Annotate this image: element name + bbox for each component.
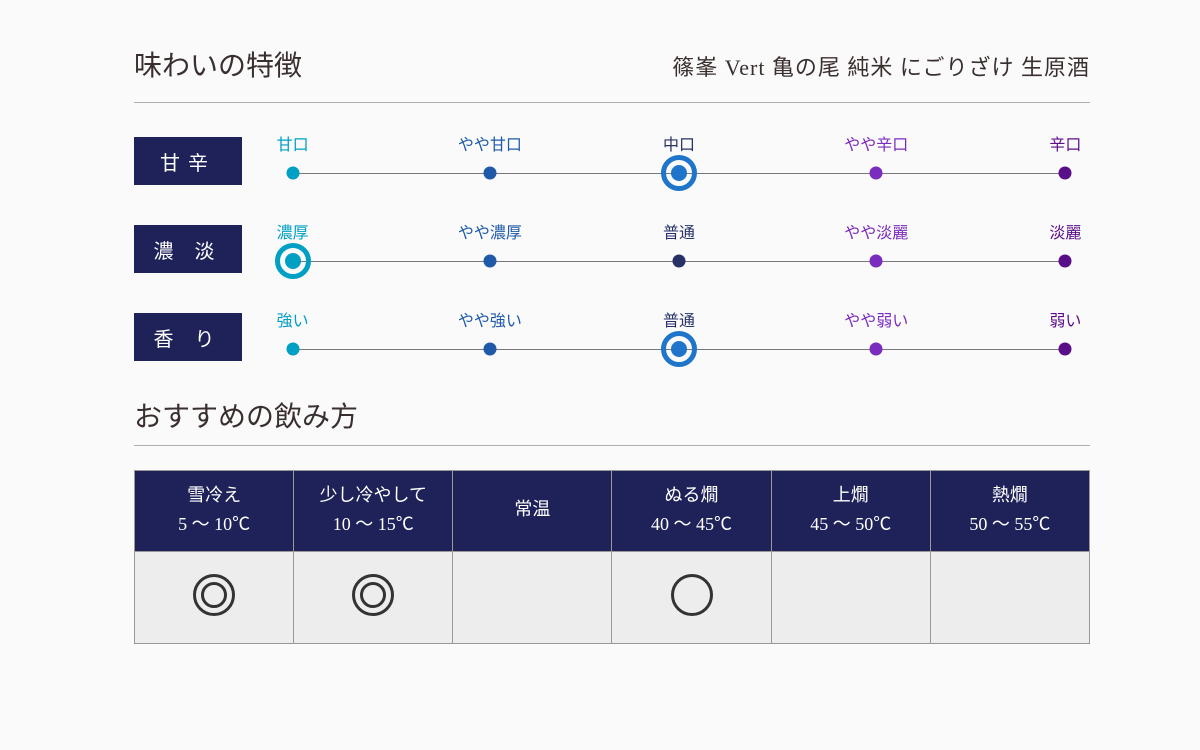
scale-point-label: やや淡麗 — [821, 219, 931, 243]
scale-point: 中口 — [624, 131, 734, 155]
scale-point: やや濃厚 — [435, 219, 545, 243]
page-title: 味わいの特徴 — [134, 44, 302, 84]
serving-mark-cell — [135, 551, 294, 643]
scale-point-label: やや甘口 — [435, 131, 545, 155]
scale-dot-icon — [870, 343, 883, 356]
scale-point-label: 弱い — [1010, 307, 1120, 331]
scale-point-label: 普通 — [624, 307, 734, 331]
serving-header-cell: ぬる燗40 ～ 45℃ — [612, 471, 771, 552]
scale-label: 甘辛 — [134, 137, 242, 185]
scale-point: 普通 — [624, 307, 734, 331]
scale-label: 香 り — [134, 313, 242, 361]
scale-dot-icon — [1059, 343, 1072, 356]
scale-dot-icon — [870, 255, 883, 268]
serving-table: 雪冷え5 ～ 10℃少し冷やして10 ～ 15℃常温ぬる燗40 ～ 45℃上燗4… — [134, 470, 1090, 644]
scale-dot-icon — [286, 167, 299, 180]
scale-area: 濃厚やや濃厚普通やや淡麗淡麗 — [268, 219, 1090, 279]
scale-point-label: やや濃厚 — [435, 219, 545, 243]
serving-name: 常温 — [457, 495, 607, 524]
scale-point-label: 中口 — [624, 131, 734, 155]
serving-mark-cell — [771, 551, 930, 643]
scale-point: やや弱い — [821, 307, 931, 331]
scale-point: 普通 — [624, 219, 734, 243]
scale-area: 甘口やや甘口中口やや辛口辛口 — [268, 131, 1090, 191]
serving-temp: 10 ～ 15℃ — [298, 510, 448, 539]
serving-header-cell: 少し冷やして10 ～ 15℃ — [294, 471, 453, 552]
serving-header-cell: 常温 — [453, 471, 612, 552]
single-circle-icon — [671, 574, 713, 616]
scale-point-label: やや強い — [435, 307, 545, 331]
serving-mark-row — [135, 551, 1090, 643]
scale-point: 淡麗 — [1010, 219, 1120, 243]
serving-name: 雪冷え — [139, 481, 289, 510]
scale-point-label: 強い — [238, 307, 348, 331]
serving-title: おすすめの飲み方 — [134, 395, 1090, 446]
scale-dot-icon — [673, 255, 686, 268]
scale-dot-icon — [1059, 255, 1072, 268]
taste-scales: 甘辛甘口やや甘口中口やや辛口辛口濃 淡濃厚やや濃厚普通やや淡麗淡麗香 り強いやや… — [134, 131, 1090, 367]
scale-area: 強いやや強い普通やや弱い弱い — [268, 307, 1090, 367]
serving-mark-cell — [930, 551, 1089, 643]
scale-point: やや強い — [435, 307, 545, 331]
scale-point-label: やや弱い — [821, 307, 931, 331]
scale-point: 辛口 — [1010, 131, 1120, 155]
serving-mark-cell — [294, 551, 453, 643]
scale-point-label: 淡麗 — [1010, 219, 1120, 243]
scale-point-label: 甘口 — [238, 131, 348, 155]
scale-dot-icon — [870, 167, 883, 180]
scale-point: やや辛口 — [821, 131, 931, 155]
serving-header-row: 雪冷え5 ～ 10℃少し冷やして10 ～ 15℃常温ぬる燗40 ～ 45℃上燗4… — [135, 471, 1090, 552]
scale-point-label: 辛口 — [1010, 131, 1120, 155]
scale-dot-icon — [286, 343, 299, 356]
serving-temp: 50 ～ 55℃ — [935, 510, 1085, 539]
serving-temp: 45 ～ 50℃ — [776, 510, 926, 539]
serving-temp: 5 ～ 10℃ — [139, 510, 289, 539]
scale-point-label: やや辛口 — [821, 131, 931, 155]
scale-dot-icon — [483, 255, 496, 268]
scale-label: 濃 淡 — [134, 225, 242, 273]
scale-dot-icon — [1059, 167, 1072, 180]
double-circle-icon — [193, 574, 235, 616]
selection-ring-inner-icon — [671, 165, 687, 181]
product-name: 篠峯 Vert 亀の尾 純米 にごりざけ 生原酒 — [672, 50, 1090, 82]
scale-point: 濃厚 — [238, 219, 348, 243]
selection-ring-inner-icon — [671, 341, 687, 357]
header-row: 味わいの特徴 篠峯 Vert 亀の尾 純米 にごりざけ 生原酒 — [134, 44, 1090, 103]
scale-point: やや甘口 — [435, 131, 545, 155]
scale-row: 香 り強いやや強い普通やや弱い弱い — [134, 307, 1090, 367]
scale-point: 強い — [238, 307, 348, 331]
double-circle-icon — [352, 574, 394, 616]
serving-mark-cell — [612, 551, 771, 643]
scale-row: 甘辛甘口やや甘口中口やや辛口辛口 — [134, 131, 1090, 191]
serving-header-cell: 上燗45 ～ 50℃ — [771, 471, 930, 552]
serving-header-cell: 熱燗50 ～ 55℃ — [930, 471, 1089, 552]
serving-name: 熱燗 — [935, 481, 1085, 510]
scale-dot-icon — [483, 343, 496, 356]
scale-row: 濃 淡濃厚やや濃厚普通やや淡麗淡麗 — [134, 219, 1090, 279]
selection-ring-inner-icon — [285, 253, 301, 269]
scale-point: 弱い — [1010, 307, 1120, 331]
serving-name: 上燗 — [776, 481, 926, 510]
serving-name: 少し冷やして — [298, 481, 448, 510]
scale-point: やや淡麗 — [821, 219, 931, 243]
serving-temp: 40 ～ 45℃ — [616, 510, 766, 539]
serving-name: ぬる燗 — [616, 481, 766, 510]
scale-dot-icon — [483, 167, 496, 180]
serving-mark-cell — [453, 551, 612, 643]
scale-point-label: 普通 — [624, 219, 734, 243]
scale-point-label: 濃厚 — [238, 219, 348, 243]
serving-header-cell: 雪冷え5 ～ 10℃ — [135, 471, 294, 552]
scale-point: 甘口 — [238, 131, 348, 155]
